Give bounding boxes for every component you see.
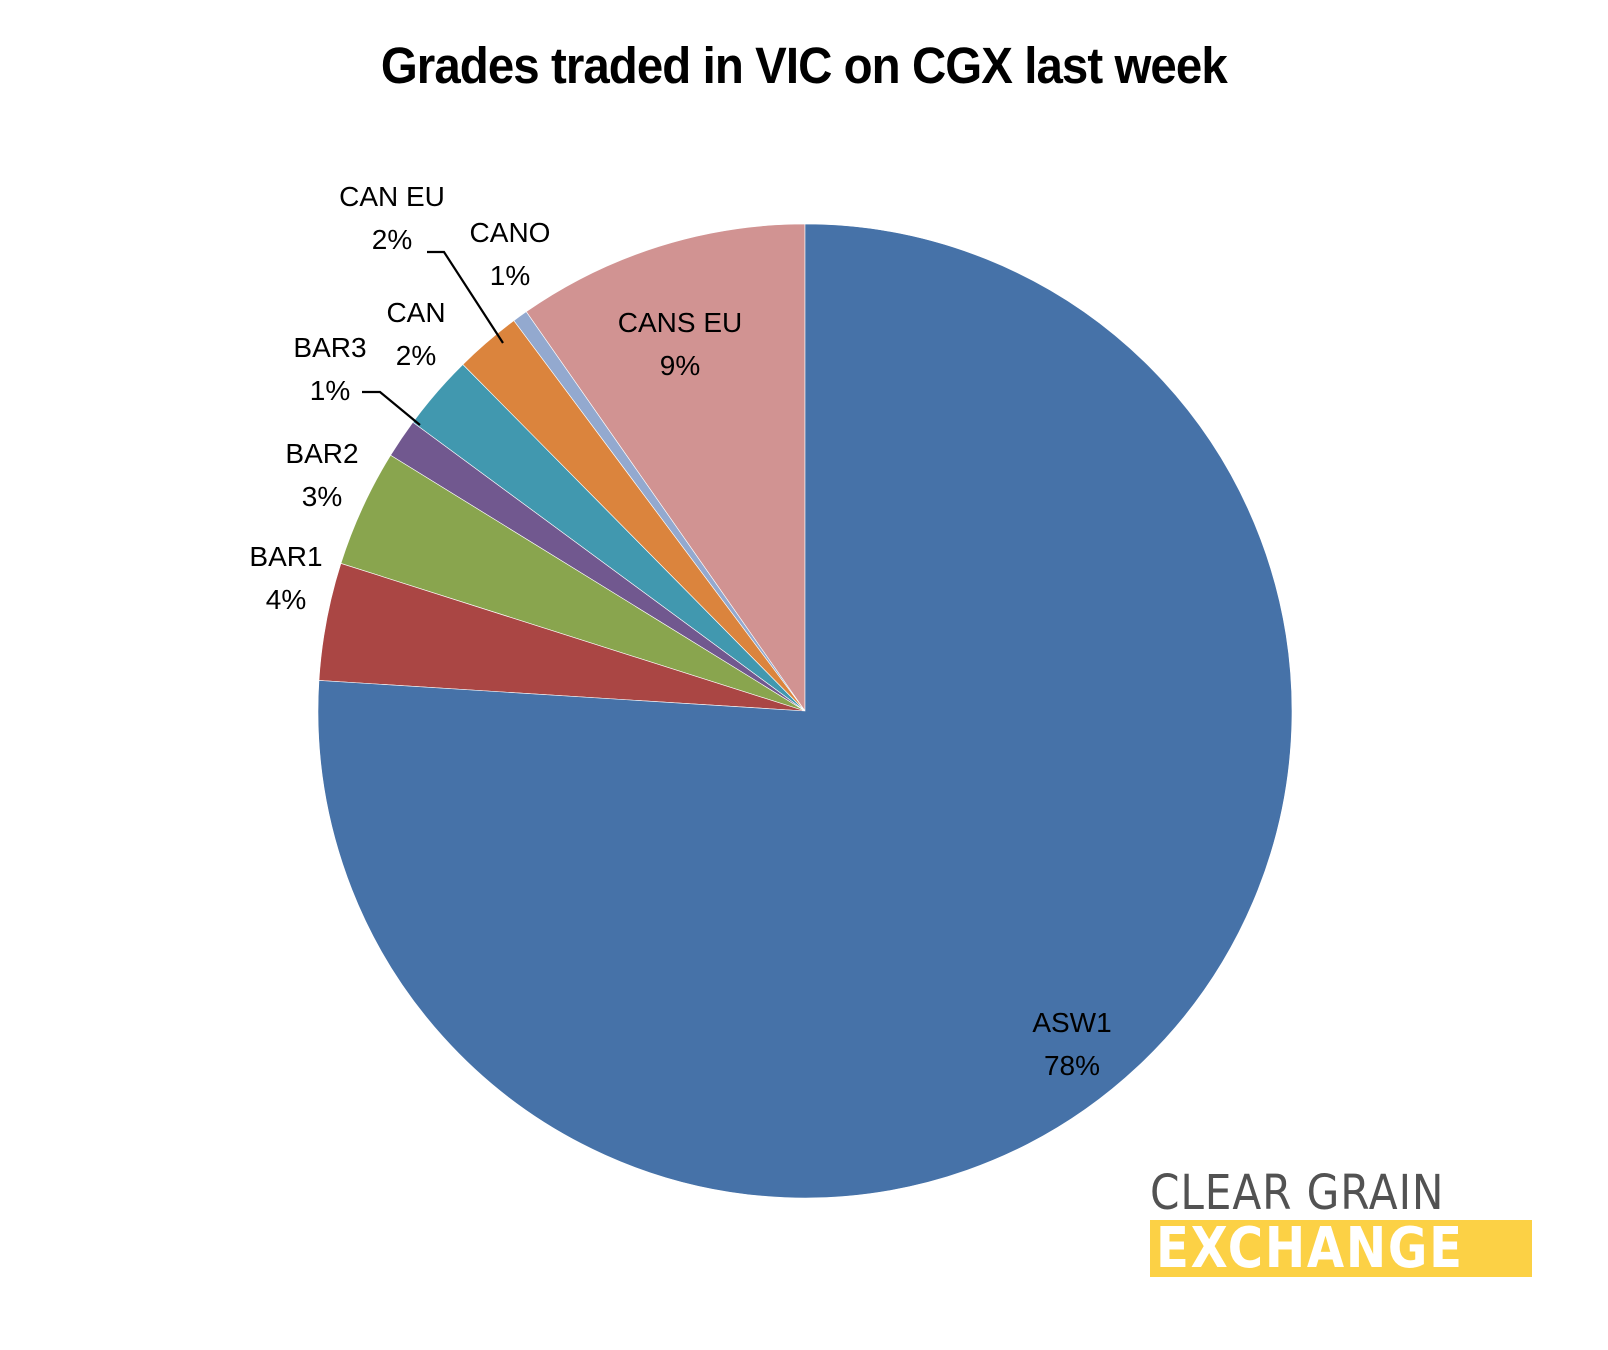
slice-label-bar1: BAR1 4% <box>249 541 322 615</box>
leader-line-can-eu <box>427 250 504 344</box>
slice-label-can: CAN 2% <box>386 297 445 371</box>
leader-line-bar3 <box>362 390 421 426</box>
slice-label-bar2: BAR2 3% <box>285 438 358 512</box>
chart-title-text: Grades traded in VIC on CGX last week <box>381 37 1228 94</box>
slice-label-cans-eu: CANS EU 9% <box>618 307 742 381</box>
leader-lines <box>362 250 504 426</box>
pie-slice-asw1 <box>317 223 1293 1199</box>
slice-label-cano: CANO 1% <box>470 217 551 291</box>
chart-title: Grades traded in VIC on CGX last week <box>0 36 1608 95</box>
slice-label-can-eu: CAN EU 2% <box>339 181 445 255</box>
clear-grain-exchange-logo: CLEAR GRAIN EXCHANGE <box>1150 1170 1532 1278</box>
logo-line1-text: CLEAR GRAIN <box>1150 1170 1445 1216</box>
slice-labels: CANS EU 9% CANO 1% CAN EU 2% CAN 2% BAR3 1% BAR2 3%… <box>249 181 1111 1081</box>
slice-label-asw1: ASW1 78% <box>1032 1007 1111 1081</box>
pie-slices <box>317 223 1293 1199</box>
logo-yellow-band: EXCHANGE <box>1150 1220 1532 1277</box>
logo-line2-text: EXCHANGE <box>1156 1220 1464 1277</box>
logo-line-clear-grain: CLEAR GRAIN <box>1150 1170 1532 1216</box>
slice-label-bar3: BAR3 1% <box>293 332 366 406</box>
pie-slice-cans-eu <box>525 223 806 712</box>
